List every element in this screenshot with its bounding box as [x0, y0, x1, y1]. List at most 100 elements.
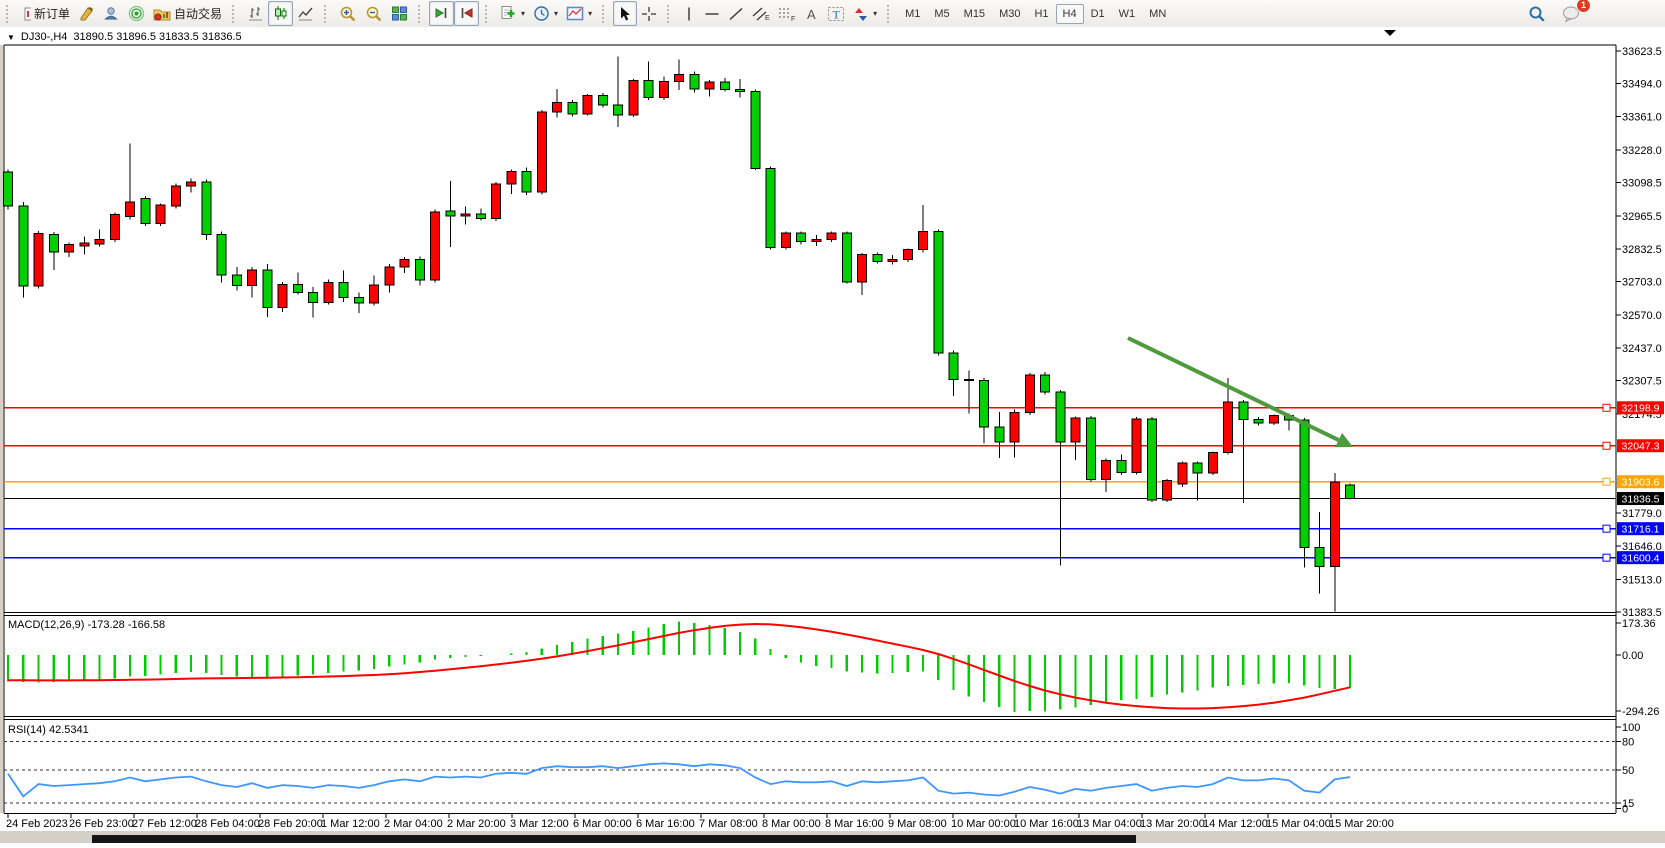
svg-text:7 Mar 08:00: 7 Mar 08:00 [699, 818, 758, 830]
signal-button[interactable] [124, 1, 149, 26]
candle [918, 231, 928, 251]
periods-button[interactable]: ▾ [529, 1, 562, 26]
toolbar-grip[interactable] [887, 4, 894, 23]
cursor-button[interactable] [613, 1, 638, 26]
tile-windows-icon [392, 6, 408, 21]
tf-d1[interactable]: D1 [1090, 7, 1105, 20]
svg-text:32437.0: 32437.0 [1622, 343, 1662, 355]
line-chart-button[interactable] [293, 1, 318, 26]
chart-dropdown-icon[interactable]: ▼ [7, 32, 15, 42]
candle [64, 244, 74, 253]
new-order-label: 新订单 [34, 7, 71, 21]
crayon-icon [80, 7, 94, 21]
tf-w1[interactable]: W1 [1118, 7, 1136, 20]
svg-text:15 Mar 20:00: 15 Mar 20:00 [1329, 818, 1394, 830]
tf-m15[interactable]: M15 [963, 7, 986, 20]
svg-text:173.36: 173.36 [1622, 618, 1656, 630]
tf-m30[interactable]: M30 [999, 7, 1021, 20]
svg-text:8 Mar 16:00: 8 Mar 16:00 [825, 818, 884, 830]
toolbar-grip[interactable] [667, 4, 674, 23]
candlestick-chart-button[interactable] [268, 1, 294, 26]
tile-windows-button[interactable] [387, 1, 412, 26]
svg-text:15 Mar 04:00: 15 Mar 04:00 [1266, 818, 1331, 830]
new-order-button[interactable]: 新订单 [17, 1, 74, 26]
candle [201, 181, 212, 236]
profile-button[interactable] [99, 1, 124, 26]
zoom-out-button[interactable] [361, 1, 387, 26]
price-axis: 33623.5 33494.0 33361.0 33228.0 33098.5 32965… [1616, 46, 1662, 619]
tf-m5[interactable]: M5 [934, 7, 950, 20]
svg-text:31903.6: 31903.6 [1622, 477, 1660, 489]
zoom-in-icon [340, 6, 356, 21]
indicators-button[interactable]: ▾ [496, 1, 529, 26]
candle [582, 95, 593, 115]
candle [292, 283, 303, 293]
candle [308, 291, 318, 303]
candle [231, 274, 242, 286]
text-tool[interactable]: A [800, 1, 823, 26]
candle [658, 80, 669, 98]
tf-mn[interactable]: MN [1149, 7, 1167, 20]
svg-text:3 Mar 12:00: 3 Mar 12:00 [510, 818, 569, 830]
search-button[interactable] [1524, 1, 1550, 26]
equidistant-channel-tool[interactable]: E [748, 1, 774, 26]
trend-arrow-annotation[interactable] [1127, 336, 1353, 448]
svg-text:13 Mar 04:00: 13 Mar 04:00 [1077, 818, 1142, 830]
dropdown-arrow-icon: ▾ [554, 9, 559, 18]
arrows-tool[interactable]: ▾ [849, 1, 881, 26]
vertical-line-tool[interactable] [678, 1, 700, 26]
text-label-tool[interactable]: T [823, 1, 849, 26]
trendline-icon [729, 7, 743, 20]
candle [521, 171, 532, 193]
crosshair-button[interactable] [637, 1, 661, 26]
candle [750, 90, 761, 169]
toolbar-grip[interactable] [232, 4, 239, 23]
candle [186, 181, 196, 187]
chart-title[interactable]: ▼ DJ30-,H4 31890.5 31896.5 31833.5 31836… [7, 31, 242, 43]
main-toolbar: 新订单 自动交易 ▾ ▾ [0, 0, 1665, 28]
signal-icon [128, 5, 145, 22]
autotrading-button[interactable]: 自动交易 [149, 1, 226, 26]
svg-text:2 Mar 04:00: 2 Mar 04:00 [384, 818, 443, 830]
candle [247, 269, 257, 286]
candle [963, 378, 974, 382]
svg-text:31513.0: 31513.0 [1622, 575, 1662, 587]
hline-handle [1602, 477, 1611, 486]
hline-handle [1602, 441, 1611, 450]
zoom-in-button[interactable] [335, 1, 361, 26]
candle [857, 254, 867, 283]
candle [1085, 417, 1096, 481]
fibonacci-tool[interactable]: F [774, 1, 800, 26]
candle [460, 213, 471, 217]
toolbar-grip[interactable] [485, 4, 492, 23]
toolbar-grip[interactable] [324, 4, 331, 23]
toolbar-grip[interactable] [602, 4, 609, 23]
hline-handle [1602, 524, 1611, 533]
chart-shift-icon [461, 8, 473, 18]
candle [1192, 462, 1203, 474]
svg-text:32307.5: 32307.5 [1622, 376, 1662, 388]
tf-h4[interactable]: H4 [1055, 3, 1084, 24]
auto-scroll-button[interactable] [429, 1, 455, 26]
equidistant-channel-icon: E [752, 7, 770, 22]
toolbar-grip[interactable] [6, 4, 13, 23]
candle [1024, 374, 1035, 414]
new-order-icon [24, 7, 31, 20]
trendline-tool[interactable] [724, 1, 748, 26]
styles-button[interactable] [74, 1, 99, 26]
toolbar-grip[interactable] [418, 4, 425, 23]
tf-m1[interactable]: M1 [905, 7, 921, 20]
svg-text:31779.0: 31779.0 [1622, 508, 1662, 520]
tf-h1[interactable]: H1 [1034, 7, 1049, 20]
horizontal-line-tool[interactable] [700, 1, 724, 26]
templates-button[interactable]: ▾ [562, 1, 596, 26]
bar-chart-button[interactable] [243, 1, 268, 26]
candle [1223, 401, 1233, 454]
svg-text:32570.0: 32570.0 [1622, 310, 1662, 322]
notifications-button[interactable]: 1 [1558, 0, 1591, 26]
chart-shift-button[interactable] [454, 1, 480, 26]
candle [506, 171, 517, 185]
candle [94, 239, 105, 245]
